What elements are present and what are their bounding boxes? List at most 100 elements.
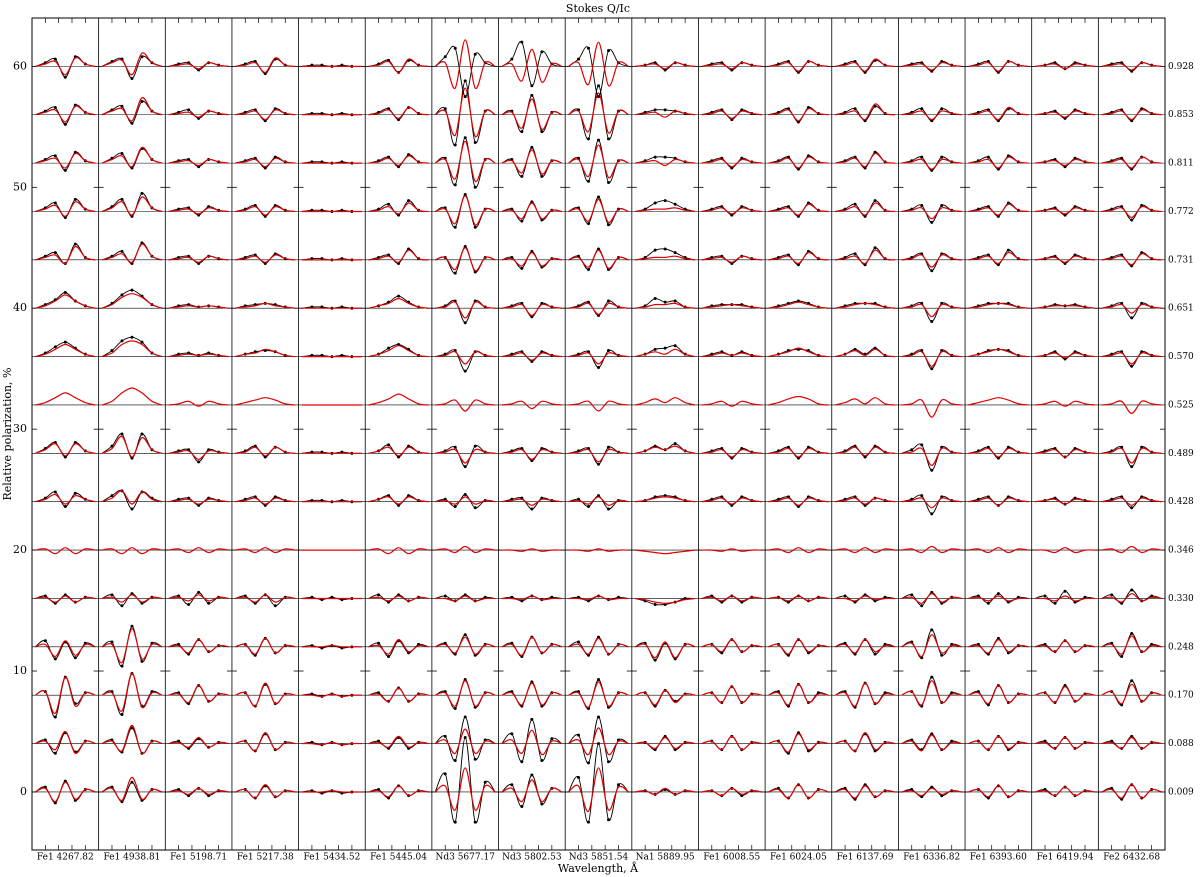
model-profile (35, 56, 96, 76)
observed-point (463, 95, 467, 99)
observed-point (130, 288, 134, 292)
model-profile (1101, 205, 1162, 219)
model-profile (235, 594, 296, 603)
observed-point (1110, 593, 1114, 597)
model-profile (1034, 352, 1096, 359)
model-profile (168, 400, 229, 407)
observed-point (1130, 316, 1134, 320)
model-profile (168, 684, 229, 704)
model-profile (768, 784, 829, 799)
model-profile (235, 497, 296, 505)
observed-profile (1101, 446, 1162, 468)
observed-point (853, 252, 857, 256)
observed-point (53, 201, 57, 205)
model-profile (235, 302, 296, 309)
model-profile (1034, 640, 1096, 653)
observed-profile (501, 146, 562, 177)
observed-point (653, 347, 657, 351)
model-profile (901, 734, 962, 752)
model-profile (368, 106, 429, 119)
model-profile (35, 493, 96, 505)
observed-point (540, 130, 544, 134)
model-profile (35, 640, 96, 658)
observed-profile (501, 94, 562, 133)
model-profile (635, 62, 696, 70)
model-profile (235, 254, 296, 263)
model-profile (434, 140, 496, 182)
x-tick-label: Na1 5889.95 (636, 853, 695, 863)
model-profile (368, 735, 429, 748)
model-profile (235, 109, 296, 121)
observed-point (53, 154, 57, 158)
chart-title: Stokes Q/Ic (566, 2, 630, 15)
model-profile (301, 644, 362, 648)
observed-point (673, 344, 677, 348)
observed-point (140, 191, 144, 195)
x-tick-label: Fe1 5198.71 (170, 853, 227, 863)
model-profile (568, 400, 629, 412)
model-profile (835, 497, 896, 505)
model-profile (168, 547, 229, 554)
model-profile (768, 447, 829, 458)
observed-point (443, 772, 447, 776)
model-profile (768, 301, 829, 309)
model-profile (168, 639, 229, 654)
model-profile (35, 781, 96, 803)
observed-point (530, 773, 534, 777)
observed-profile (568, 636, 629, 656)
model-profile (568, 637, 629, 655)
model-profile (301, 693, 362, 698)
model-profile (235, 637, 296, 655)
model-profile (301, 741, 362, 746)
model-profile (168, 207, 229, 215)
model-profile (1034, 305, 1096, 309)
model-profile (35, 443, 96, 457)
observed-point (453, 143, 457, 147)
observed-point (1006, 248, 1010, 252)
model-profile (101, 146, 163, 168)
model-profile (768, 347, 829, 358)
model-profile (968, 785, 1029, 798)
observed-point (473, 444, 477, 448)
model-profile (835, 446, 896, 457)
observed-point (663, 300, 667, 304)
observed-point (843, 594, 847, 598)
model-profile (568, 41, 629, 87)
observed-profile (368, 200, 429, 216)
model-profile (501, 303, 562, 317)
model-profile (901, 593, 962, 604)
model-profile (1034, 595, 1096, 602)
observed-point (920, 443, 924, 447)
observed-point (63, 291, 67, 295)
model-profile (768, 203, 829, 216)
observed-point (873, 199, 877, 203)
observed-point (63, 455, 67, 459)
observed-point (63, 168, 67, 172)
model-profile (835, 103, 896, 121)
model-profile (635, 787, 696, 796)
observed-point (920, 604, 924, 608)
model-profile (568, 144, 629, 179)
model-profile (101, 672, 163, 712)
observed-profile (568, 679, 629, 709)
model-profile (768, 639, 829, 655)
observed-point (377, 641, 381, 645)
observed-point (463, 736, 467, 740)
observed-point (587, 46, 591, 50)
model-profile (368, 249, 429, 263)
observed-point (53, 751, 57, 755)
model-profile (901, 787, 962, 797)
observed-point (63, 779, 67, 783)
observed-point (463, 465, 467, 469)
model-profile (168, 736, 229, 748)
observed-point (140, 659, 144, 663)
model-profile (501, 251, 562, 267)
observed-point (940, 155, 944, 159)
observed-profile (435, 349, 496, 372)
model-profile (768, 107, 829, 122)
model-profile (101, 196, 163, 216)
model-profile (501, 729, 563, 756)
observed-profile (568, 495, 629, 510)
observed-point (130, 780, 134, 784)
observed-point (606, 299, 610, 303)
